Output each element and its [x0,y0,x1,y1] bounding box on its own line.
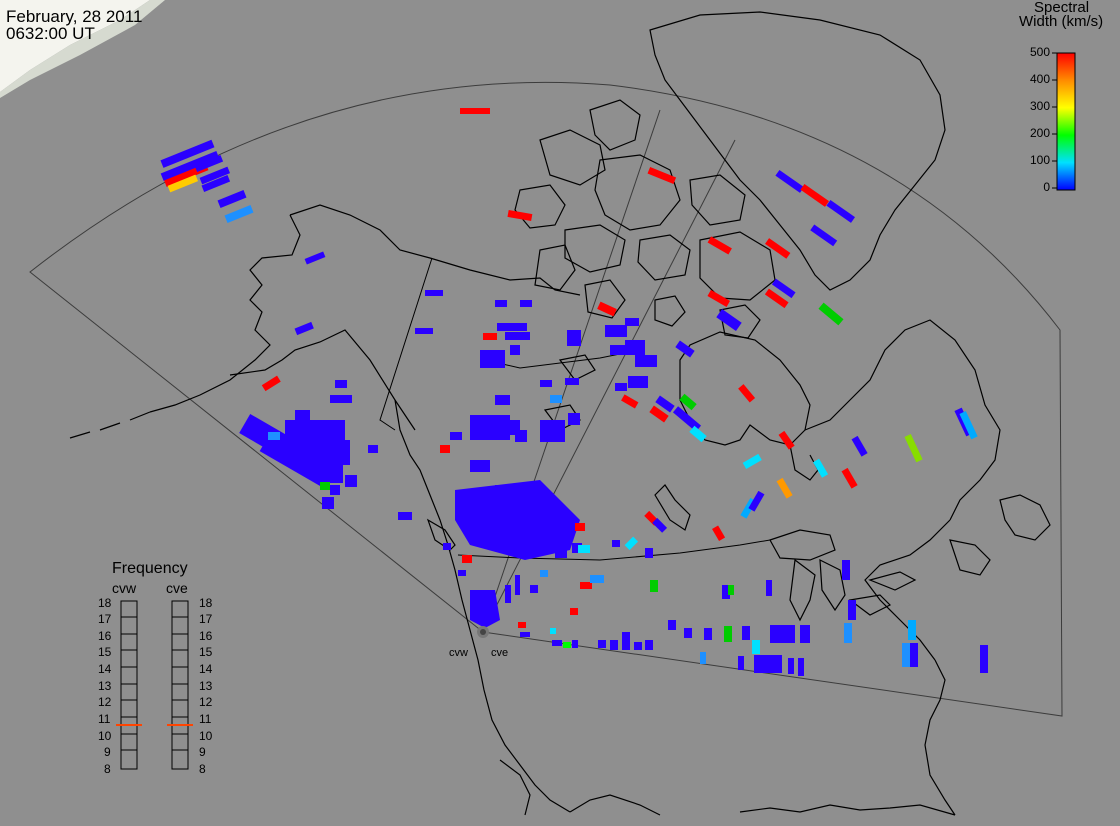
freq-right-tick-9: 9 [199,745,206,759]
time-label: 0632:00 UT [6,24,95,43]
colorbar-title-line1: Spectral [1034,0,1090,16]
freq-right-tick-12: 12 [199,695,213,709]
colorbar-tick-marks [1052,52,1057,189]
frequency-cvw-bar [116,600,142,770]
radar-label-cve: cve [491,647,509,659]
freq-left-tick-10: 10 [98,729,112,743]
freq-right-tick-16: 16 [199,629,213,643]
freq-right-tick-15: 15 [199,645,213,659]
freq-left-tick-16: 16 [98,629,112,643]
colorbar-tick-500: 500 [1029,45,1050,59]
colorbar-tick-300: 300 [1029,99,1050,113]
date-label: February, 28 2011 [6,7,143,26]
coastlines [69,11,1051,816]
freq-left-tick-11: 11 [98,712,111,726]
frequency-title: Frequency [112,560,188,577]
freq-left-tick-8: 8 [104,762,111,776]
freq-left-tick-12: 12 [98,695,112,709]
freq-right-tick-17: 17 [199,612,213,626]
colorbar-gradient [1056,52,1076,191]
freq-right-tick-13: 13 [199,679,213,693]
radar-sites [477,626,489,638]
colorbar-tick-100: 100 [1029,153,1050,167]
freq-left-tick-14: 14 [98,662,112,676]
frequency-cve-label: cve [166,580,188,596]
radar-echoes [160,108,988,676]
freq-right-tick-11: 11 [199,712,212,726]
daylight-region [0,0,150,92]
freq-right-tick-18: 18 [199,596,213,610]
freq-left-tick-13: 13 [98,679,112,693]
colorbar-tick-200: 200 [1029,126,1050,140]
freq-right-tick-10: 10 [199,729,213,743]
frequency-cvw-label: cvw [112,580,137,596]
colorbar-tick-400: 400 [1029,72,1050,86]
frequency-cve-bar [167,600,193,770]
freq-left-tick-9: 9 [104,745,111,759]
freq-right-tick-8: 8 [199,762,206,776]
freq-left-tick-15: 15 [98,645,112,659]
freq-left-tick-18: 18 [98,596,112,610]
radar-label-cvw: cvw [449,647,468,659]
daylight-edge [0,0,165,98]
colorbar-tick-0: 0 [1043,180,1050,194]
freq-left-tick-17: 17 [98,612,112,626]
freq-right-tick-14: 14 [199,662,213,676]
colorbar-title-line2: Width (km/s) [1019,13,1104,30]
